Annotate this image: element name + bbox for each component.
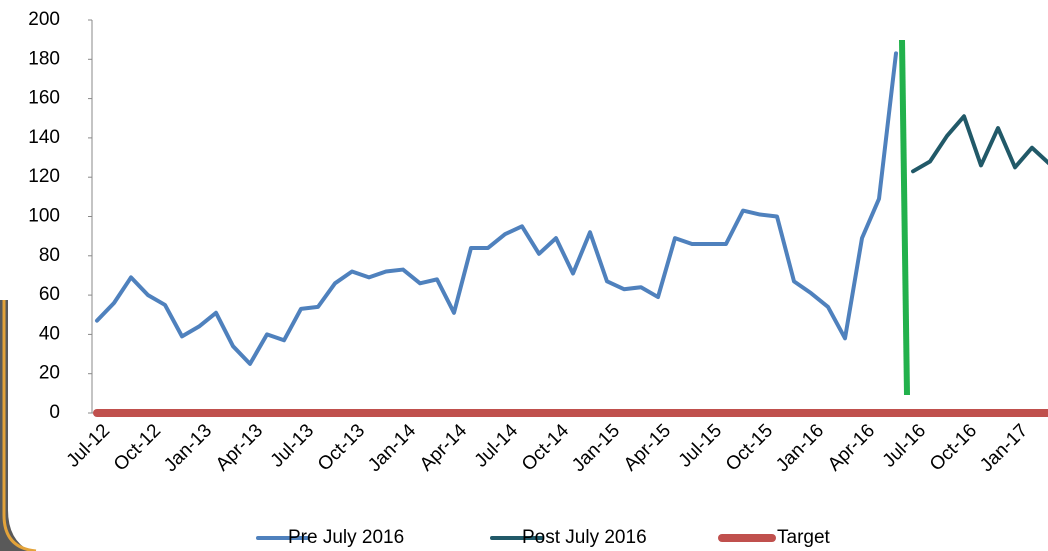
x-tick-label: Apr-15 bbox=[620, 420, 675, 475]
x-tick-label: Oct-12 bbox=[110, 420, 165, 475]
legend-label: Target bbox=[777, 527, 831, 548]
frame bbox=[0, 300, 30, 551]
y-tick-label: 180 bbox=[28, 48, 60, 69]
x-tick-label: Jul-16 bbox=[879, 420, 930, 471]
y-tick-label: 20 bbox=[39, 363, 60, 384]
line-series bbox=[911, 114, 1048, 174]
y-tick-label: 200 bbox=[28, 9, 60, 30]
x-tick-label: Jul-15 bbox=[675, 420, 726, 471]
x-tick-label: Oct-16 bbox=[926, 420, 981, 475]
x-tick-label: Oct-14 bbox=[518, 420, 573, 475]
x-tick-label: Apr-14 bbox=[416, 420, 471, 475]
line-series bbox=[95, 51, 898, 366]
y-tick-label: 80 bbox=[39, 245, 60, 266]
x-tick-label: Jul-13 bbox=[267, 420, 318, 471]
x-tick-label: Jan-17 bbox=[976, 420, 1032, 476]
x-tick-label: Oct-15 bbox=[722, 420, 777, 475]
x-tick-label: Jan-16 bbox=[772, 420, 828, 476]
x-tick-label: Jan-14 bbox=[364, 420, 420, 476]
x-tick-label: Jan-15 bbox=[568, 420, 624, 476]
y-tick-label: 100 bbox=[28, 206, 60, 227]
x-tick-label: Apr-16 bbox=[824, 420, 879, 475]
y-tick-label: 40 bbox=[39, 323, 60, 344]
x-tick-label: Apr-13 bbox=[212, 420, 267, 475]
frame-edge bbox=[2, 300, 37, 551]
x-tick-label: Jan-13 bbox=[160, 420, 216, 476]
y-tick-label: 60 bbox=[39, 284, 60, 305]
y-tick-label: 0 bbox=[49, 402, 60, 423]
legend-label: Post July 2016 bbox=[522, 527, 647, 548]
y-tick-label: 120 bbox=[28, 166, 60, 187]
legend-label: Pre July 2016 bbox=[288, 527, 404, 548]
x-tick-label: Jul-14 bbox=[471, 420, 523, 472]
x-tick-label: Oct-13 bbox=[314, 420, 369, 475]
y-tick-label: 140 bbox=[28, 127, 60, 148]
divider-line bbox=[899, 39, 910, 396]
y-tick-label: 160 bbox=[28, 88, 60, 109]
x-tick-label: Jul-12 bbox=[63, 420, 114, 471]
